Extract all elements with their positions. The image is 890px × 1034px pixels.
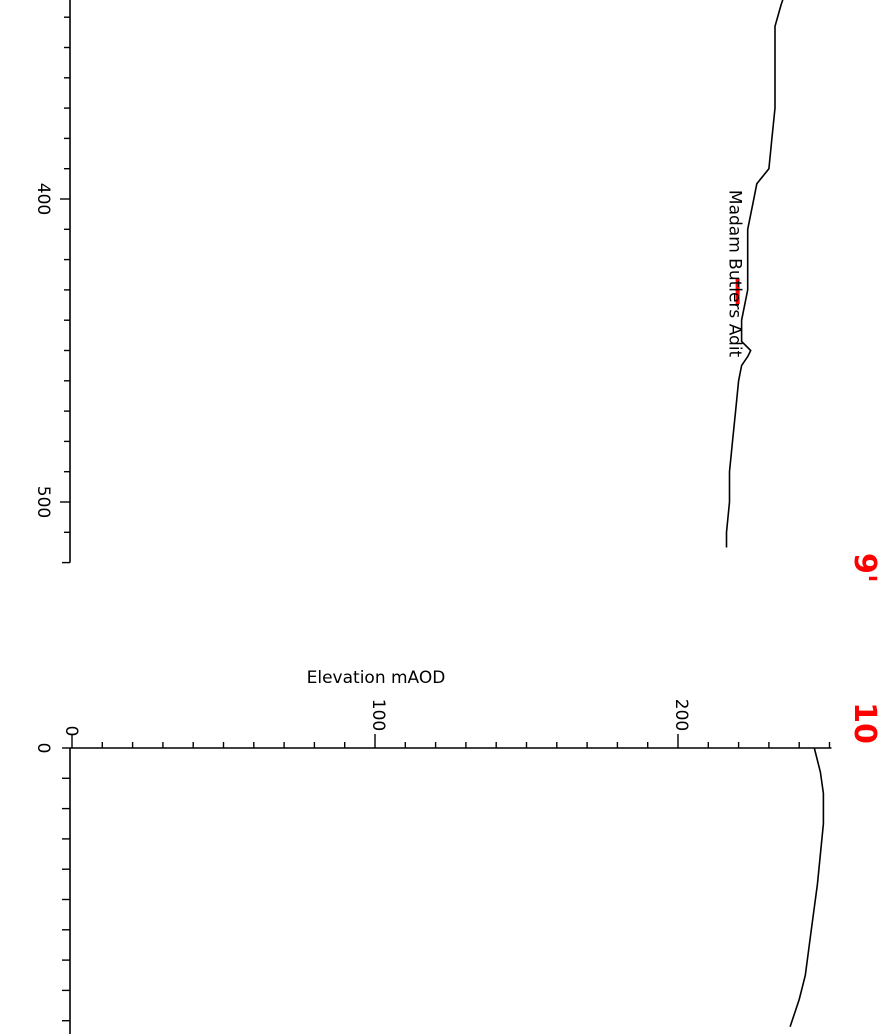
elevation-tick-label-0: 0: [61, 726, 81, 737]
tick-label-500: 500: [33, 486, 53, 518]
elevation-axis-ticks: [71, 734, 831, 748]
top-profile-panel: 400 500 Madam Butlers Adit: [33, 0, 784, 564]
bottom-profile-panel: 0 100 200 0 Elevation mAOD: [33, 668, 832, 1034]
elevation-tick-label-200: 200: [671, 699, 691, 731]
adit-label: Madam Butlers Adit: [725, 190, 745, 358]
tick-label-400: 400: [33, 183, 53, 215]
top-profile-line: [725, 0, 784, 548]
top-distance-axis-ticks: [60, 16, 70, 564]
distance-tick-label-0: 0: [33, 743, 53, 754]
elevation-axis-title: Elevation mAOD: [307, 668, 446, 688]
page-mark-9: 9': [847, 553, 882, 583]
page-mark-10: 10: [847, 702, 882, 744]
bottom-distance-axis-ticks: [62, 747, 70, 1022]
elevation-tick-label-100: 100: [368, 699, 388, 731]
bottom-profile-line: [789, 747, 825, 1028]
